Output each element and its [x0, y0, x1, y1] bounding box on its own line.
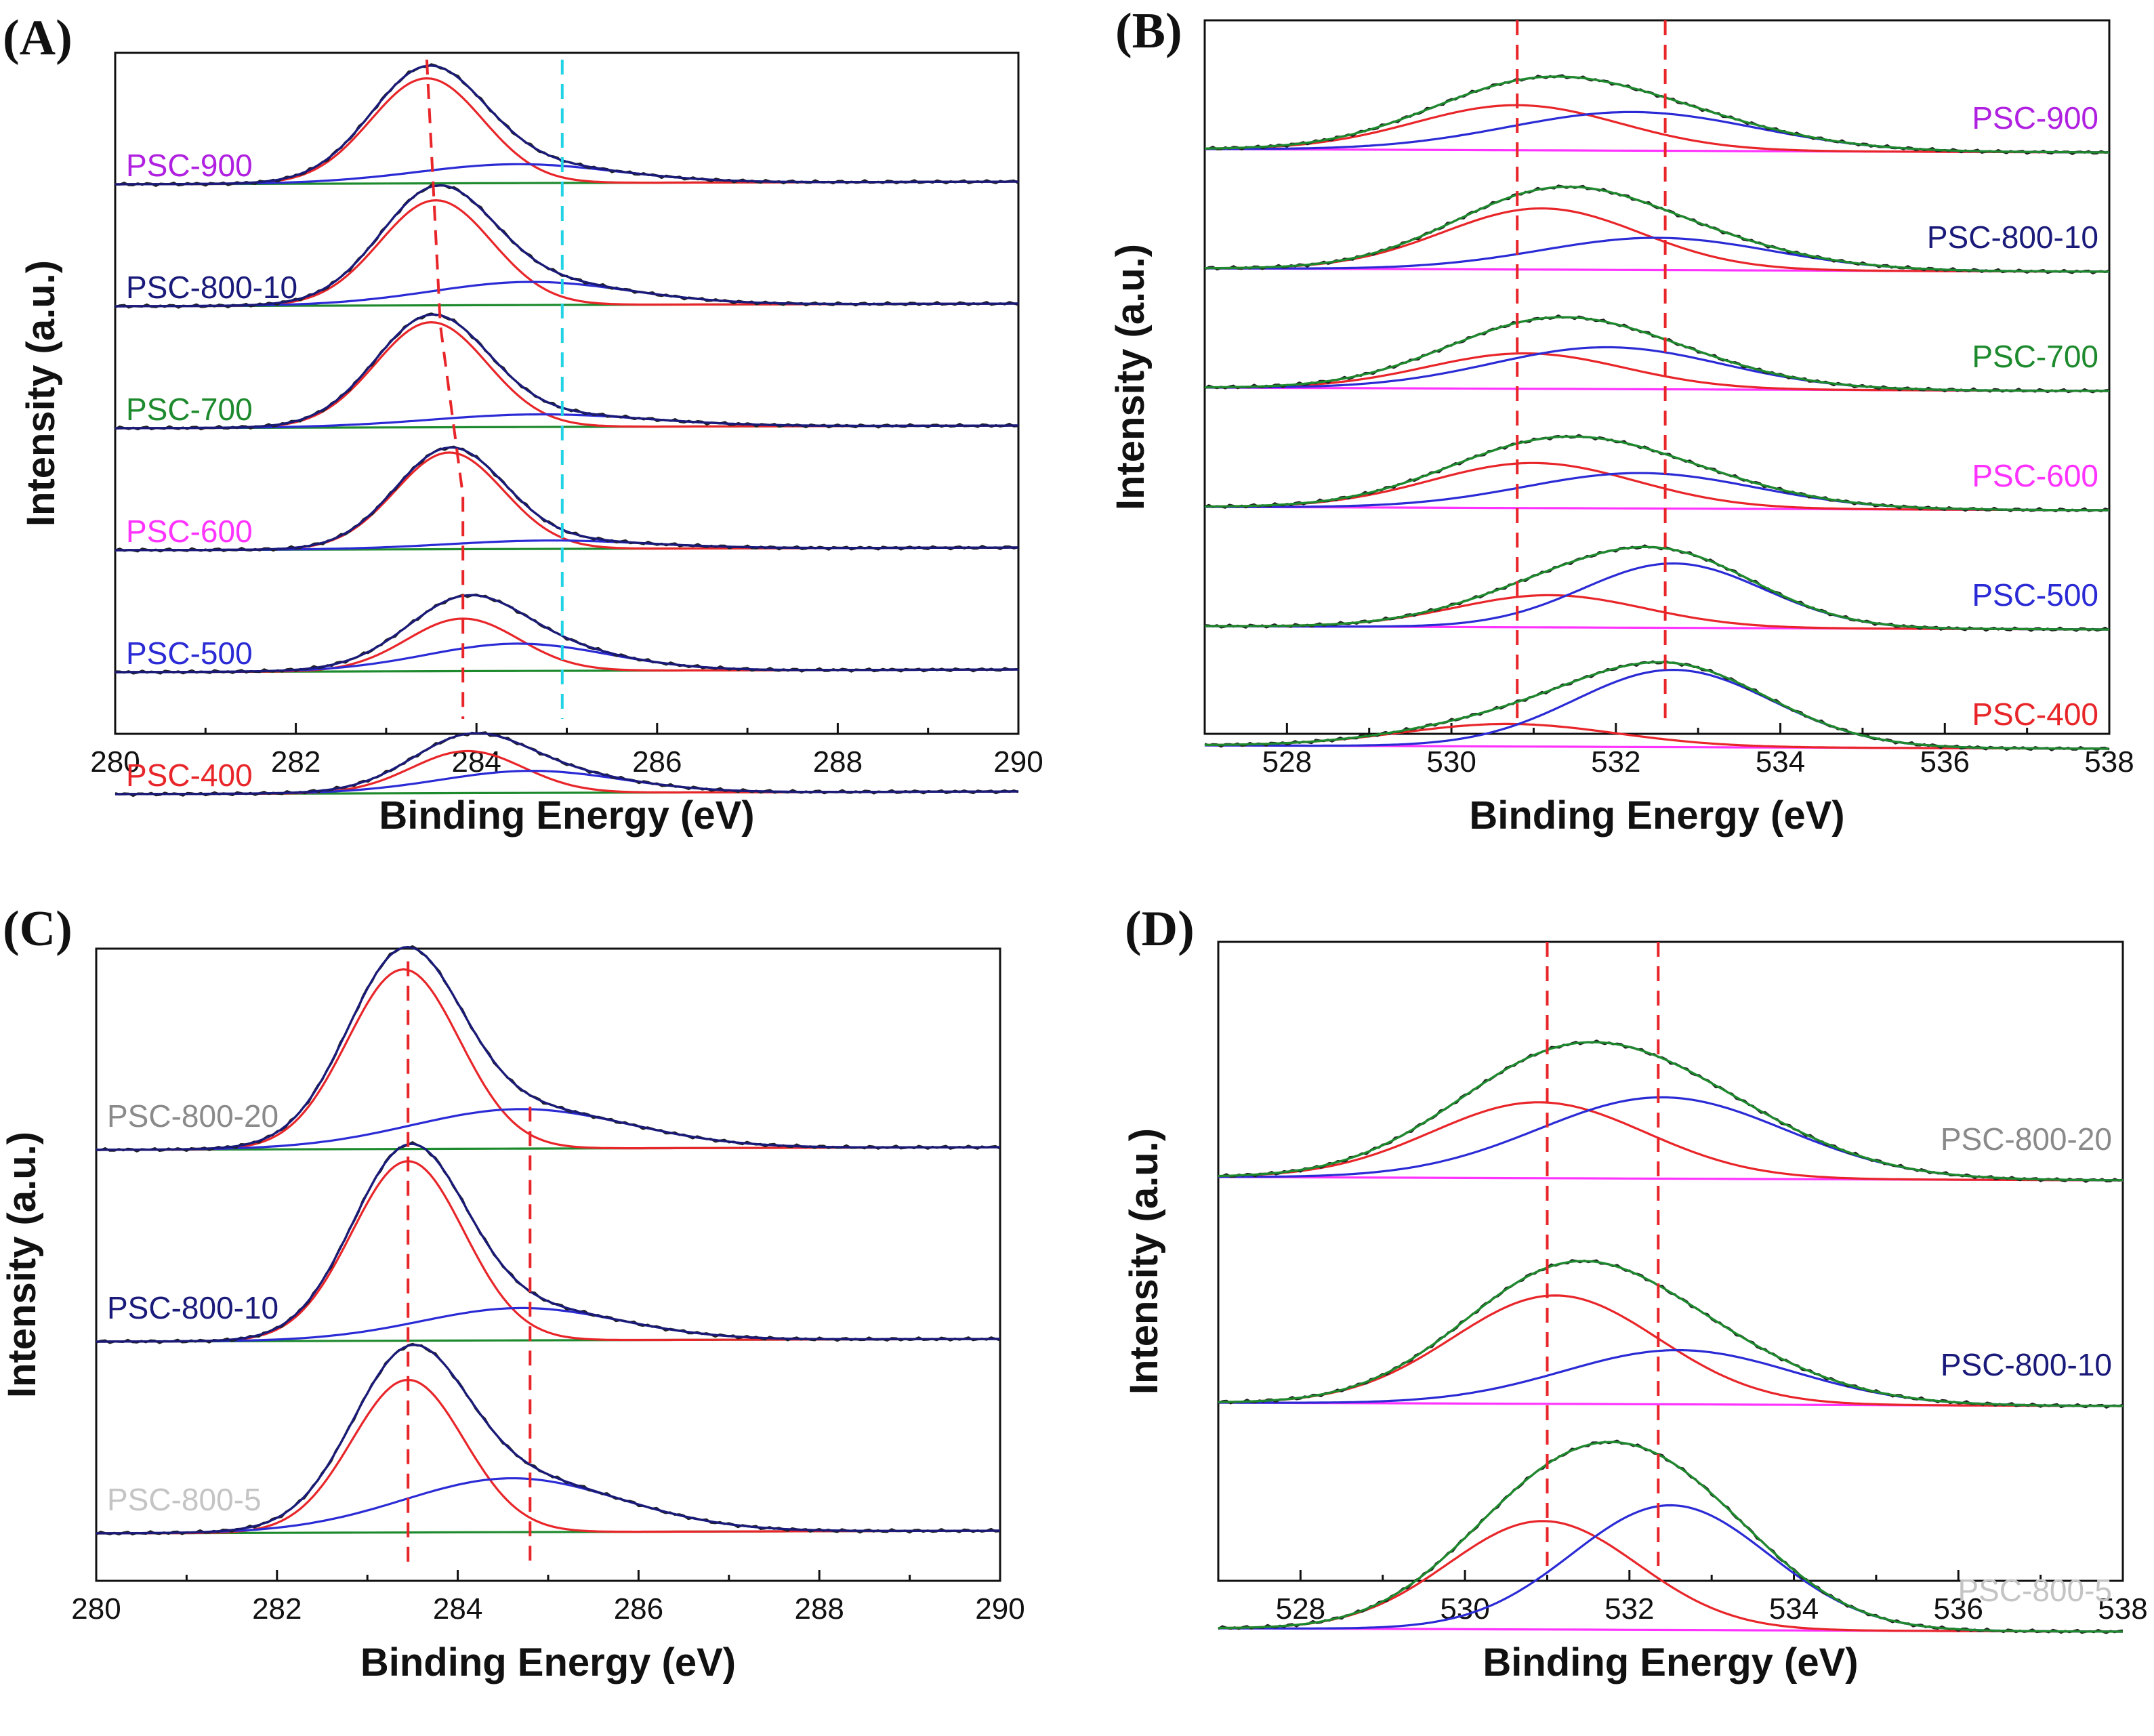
trace-psc-500: PSC-500 [115, 594, 1019, 675]
panel-a-label: (A) [3, 10, 73, 66]
panel-d-label: (D) [1125, 901, 1195, 957]
series-label: PSC-400 [1972, 697, 2098, 732]
envelope-fit [115, 313, 1018, 430]
envelope-fit [96, 1344, 1000, 1535]
x-tick-label: 528 [1262, 745, 1312, 779]
series-label: PSC-800-10 [1927, 220, 2098, 255]
peak-1-fit [1218, 1101, 2123, 1182]
envelope-fit [1218, 1441, 2123, 1633]
x-tick-label: 534 [1756, 745, 1805, 779]
trace-psc-800-5: PSC-800-5 [96, 1342, 1001, 1535]
x-tick-label: 288 [794, 1592, 844, 1626]
x-tick-label: 290 [975, 1592, 1024, 1626]
series-label: PSC-500 [1972, 577, 2098, 613]
x-tick-label: 536 [1920, 745, 1970, 779]
plot-frame [1217, 941, 2124, 1582]
series-label: PSC-800-20 [1941, 1121, 2112, 1157]
x-tick-label: 284 [433, 1592, 482, 1626]
trace-psc-800-10: PSC-800-10 [1218, 1259, 2124, 1409]
envelope-fit [1218, 1260, 2124, 1407]
guide-line-1 [425, 59, 465, 719]
envelope-fit [115, 64, 1018, 186]
trace-psc-400: PSC-400 [1204, 659, 2110, 751]
plot-frame [1203, 19, 2111, 735]
series-label: PSC-600 [126, 514, 253, 549]
x-tick-label: 530 [1426, 745, 1476, 779]
x-tick-label: 286 [632, 745, 682, 779]
series-label: PSC-900 [1972, 100, 2098, 136]
trace-psc-600: PSC-600 [1204, 434, 2110, 512]
envelope-fit [1204, 435, 2109, 512]
trace-psc-900: PSC-900 [1204, 74, 2110, 155]
envelope-fit [115, 594, 1018, 674]
x-tick-label: 288 [813, 745, 863, 779]
envelope-fit [1218, 1041, 2124, 1182]
series-label: PSC-800-10 [107, 1290, 278, 1325]
x-tick-label: 532 [1604, 1592, 1654, 1626]
trace-psc-600: PSC-600 [115, 445, 1019, 553]
panel-c: (C) 280 282 284 286 288 290 Binding Energy (eV)… [0, 901, 1025, 1685]
y-axis-title: Intensity (a.u.) [1122, 1128, 1166, 1394]
trace-psc-700: PSC-700 [1204, 314, 2110, 394]
x-tick-label: 538 [2098, 1592, 2147, 1626]
x-tick-label: 286 [614, 1592, 663, 1626]
x-tick-label: 536 [1934, 1592, 1983, 1626]
trace-psc-400: PSC-400 [115, 731, 1019, 798]
x-tick-label: 282 [271, 745, 320, 779]
series-label: PSC-800-20 [107, 1098, 278, 1134]
series-label: PSC-700 [126, 392, 253, 427]
panel-b: (B) 528 530 532 534 536 538 Binding Energy (eV)… [1109, 3, 2134, 838]
envelope-fit [96, 1142, 1000, 1343]
x-axis-title: Binding Energy (eV) [360, 1640, 736, 1685]
series-label: PSC-800-10 [1941, 1347, 2112, 1382]
trace-psc-800-10: PSC-800-10 [1204, 184, 2110, 274]
series-label: PSC-800-10 [126, 270, 297, 305]
series-label: PSC-700 [1972, 339, 2098, 374]
x-tick-label: 282 [252, 1592, 302, 1626]
x-tick-label: 290 [993, 745, 1043, 779]
x-tick-label: 532 [1591, 745, 1640, 779]
series-label: PSC-900 [126, 148, 253, 183]
envelope-fit [1204, 75, 2110, 154]
series-label: PSC-500 [126, 636, 253, 671]
envelope-fit [96, 946, 1000, 1151]
y-axis-title: Intensity (a.u.) [19, 260, 63, 526]
trace-psc-700: PSC-700 [115, 312, 1019, 431]
x-axis-title: Binding Energy (eV) [1469, 793, 1844, 838]
y-axis-title: Intensity (a.u.) [1109, 244, 1153, 510]
x-axis-title: Binding Energy (eV) [1483, 1640, 1858, 1685]
series-label: PSC-600 [1972, 458, 2098, 493]
x-tick-label: 280 [90, 745, 140, 779]
envelope-fit [1205, 186, 2109, 273]
x-tick-label: 280 [71, 1592, 121, 1626]
trace-psc-800-20: PSC-800-20 [96, 945, 1001, 1153]
trace-psc-500: PSC-500 [1204, 544, 2110, 632]
envelope-fit [115, 732, 1018, 795]
envelope-fit [115, 446, 1018, 552]
trace-psc-800-20: PSC-800-20 [1218, 1039, 2124, 1183]
trace-psc-800-5: PSC-800-5 [1218, 1439, 2124, 1634]
panel-c-label: (C) [3, 901, 73, 957]
y-axis-title: Intensity (a.u.) [0, 1132, 44, 1398]
envelope-fit [1204, 545, 2109, 631]
envelope-fit [1205, 661, 2109, 750]
panel-b-label: (B) [1115, 3, 1182, 59]
x-tick-label: 528 [1276, 1592, 1325, 1626]
x-tick-label: 534 [1769, 1592, 1819, 1626]
envelope-fit [115, 184, 1018, 308]
x-tick-label: 538 [2084, 745, 2134, 779]
x-axis-title: Binding Energy (eV) [379, 793, 754, 838]
peak-1-fit [1218, 1294, 2123, 1407]
trace-psc-900: PSC-900 [115, 63, 1019, 187]
series-label: PSC-800-5 [1958, 1573, 2112, 1608]
series-label: PSC-400 [126, 758, 253, 793]
trace-psc-800-10: PSC-800-10 [115, 184, 1019, 309]
trace-psc-800-10: PSC-800-10 [96, 1141, 1001, 1344]
series-label: PSC-800-5 [107, 1482, 262, 1517]
envelope-fit [1205, 316, 2109, 392]
